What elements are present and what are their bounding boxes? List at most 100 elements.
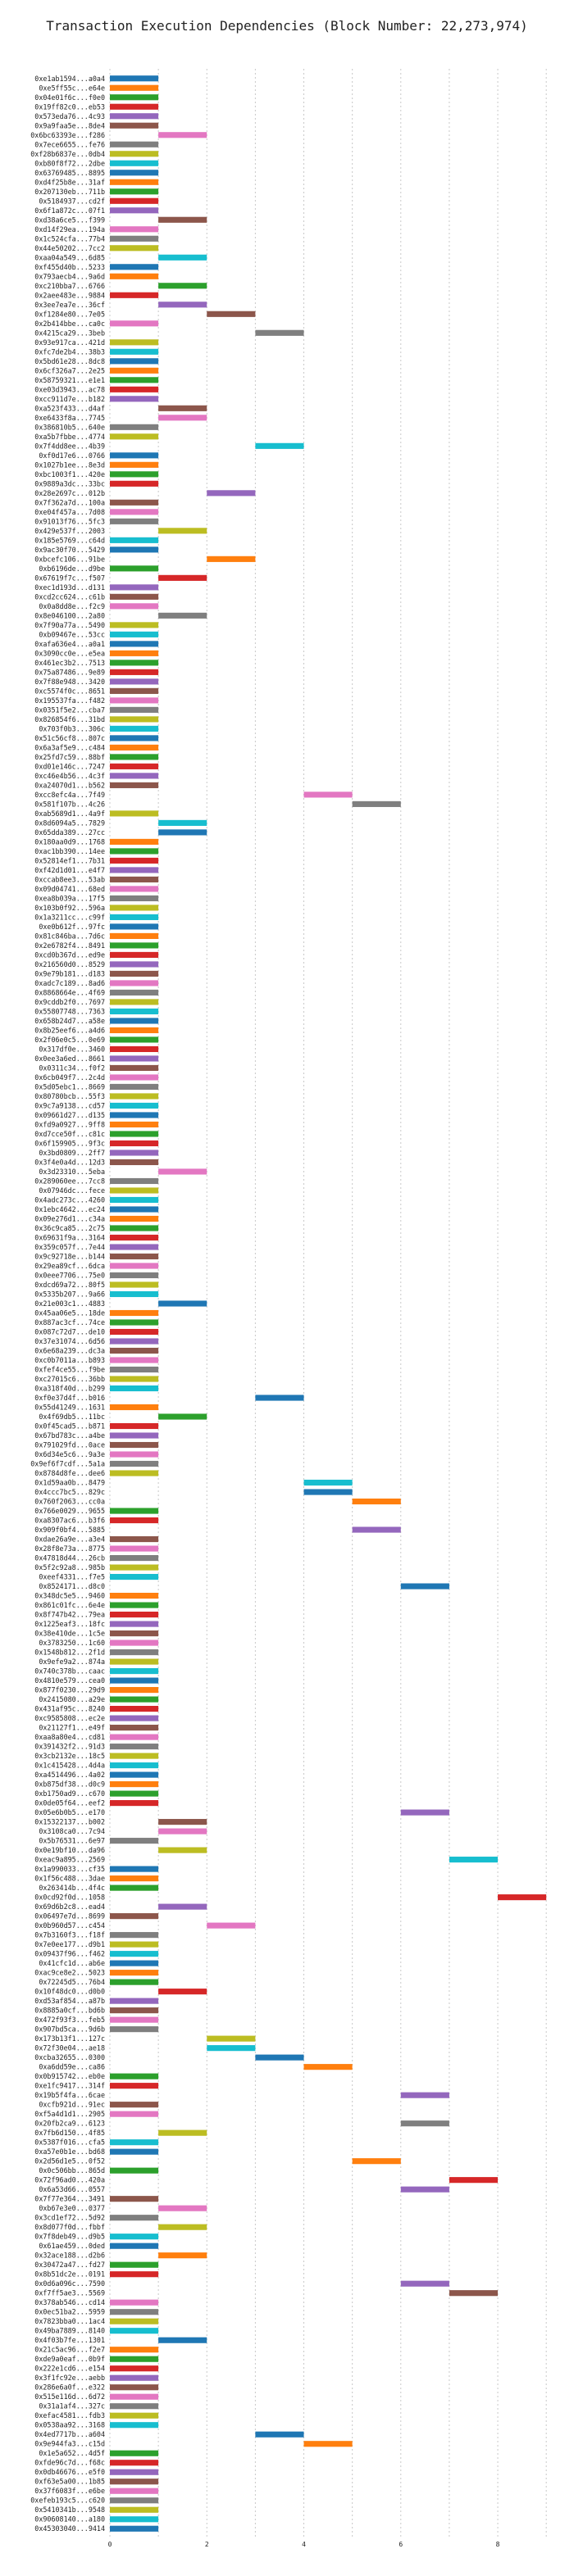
category-label: 0x1c524cfa...77b4 xyxy=(34,234,105,243)
category-label: 0x1f56c488...3dae xyxy=(34,1875,105,1883)
category-label: 0x0cd92f0d...1058 xyxy=(34,1893,105,1902)
dependency-bar xyxy=(110,1545,159,1552)
dependency-bar xyxy=(110,1649,159,1656)
dependency-bar xyxy=(110,2016,159,2023)
category-label: 0xa5b7fbbe...4774 xyxy=(34,433,105,441)
dependency-bar xyxy=(110,1687,159,1694)
dependency-bar xyxy=(110,1611,159,1618)
dependency-bar xyxy=(110,433,159,440)
dependency-bar xyxy=(110,1677,159,1684)
category-label: 0x216560d0...8529 xyxy=(34,960,105,968)
dependency-bar xyxy=(110,1376,159,1382)
category-label: 0xb80f8f72...2dbe xyxy=(34,159,105,167)
dependency-bar xyxy=(400,2120,449,2127)
dependency-bar xyxy=(207,1922,256,1929)
dependency-bar xyxy=(110,2469,159,2475)
category-label: 0x658b24d7...a58e xyxy=(34,1017,105,1025)
category-label: 0xcba32655...0300 xyxy=(34,2053,105,2061)
dependency-bar xyxy=(110,1668,159,1675)
category-label: 0x8b25eef6...a4d6 xyxy=(34,1026,105,1034)
dependency-bar xyxy=(158,829,207,836)
category-label: 0x0351f5e2...cba7 xyxy=(34,705,105,714)
category-label: 0x286e6a0f...e322 xyxy=(34,2383,105,2392)
dependency-bar xyxy=(110,1517,159,1524)
dependency-bar xyxy=(110,989,159,996)
category-label: 0xde9a0eaf...0b9f xyxy=(34,2355,105,2363)
category-label: 0x63769485...8895 xyxy=(34,169,105,177)
category-label: 0xeac9a895...2569 xyxy=(34,1856,105,1864)
category-label: 0xb1750ad9...c670 xyxy=(34,1789,105,1798)
dependency-bar xyxy=(158,2224,207,2230)
category-label: 0x348dc5e5...9460 xyxy=(34,1592,105,1600)
dependency-bar xyxy=(110,565,159,572)
category-label: 0x573eda76...4c93 xyxy=(34,112,105,120)
category-label: 0x909f0bf4...5885 xyxy=(34,1526,105,1534)
x-tick-label: 2 xyxy=(205,2541,209,2548)
dependency-bar xyxy=(158,1847,207,1853)
dependency-bar xyxy=(110,1744,159,1750)
category-label: 0x7823bba0...1ac4 xyxy=(34,2317,105,2325)
dependency-bar xyxy=(110,2356,159,2362)
dependency-bar xyxy=(400,1583,449,1590)
dependency-bar xyxy=(110,810,159,817)
category-label: 0xfc7de2b4...38b3 xyxy=(34,347,105,356)
category-label: 0x9e79b181...d183 xyxy=(34,969,105,977)
category-label: 0x7f362a7d...100a xyxy=(34,498,105,506)
dependency-bar xyxy=(110,151,159,157)
dependency-bar xyxy=(303,791,353,798)
category-label: 0x4810e579...cea0 xyxy=(34,1676,105,1685)
category-label: 0x19ff82c0...eb53 xyxy=(34,102,105,111)
category-label: 0x38e410de...1c5e xyxy=(34,1630,105,1638)
dependency-bar xyxy=(110,1150,159,1156)
dependency-bar xyxy=(110,386,159,392)
dependency-bar xyxy=(110,1347,159,1354)
category-label: 0xf7ff5ae3...5569 xyxy=(34,2289,105,2297)
category-label: 0x1e5a652...4d5f xyxy=(39,2449,105,2457)
dependency-bar xyxy=(158,1819,207,1825)
category-label: 0x2aee483e...9884 xyxy=(34,291,105,299)
category-label: 0x06497e7d...8699 xyxy=(34,1912,105,1921)
category-label: 0x0538aa92...3168 xyxy=(34,2421,105,2429)
category-label: 0x3108ca0...7c94 xyxy=(39,1827,105,1835)
dependency-bar xyxy=(110,923,159,930)
category-label: 0xe1ab1594...a0a4 xyxy=(34,75,105,83)
dependency-bar xyxy=(110,1404,159,1411)
category-label: 0x461ec3b2...7513 xyxy=(34,659,105,667)
category-label: 0x67bd783c...a4be xyxy=(34,1431,105,1440)
dependency-bar xyxy=(110,2525,159,2532)
category-label: 0xafa636e4...a0a1 xyxy=(34,640,105,648)
category-label: 0xcd2cc624...c61b xyxy=(34,592,105,601)
dependency-bar xyxy=(158,1828,207,1834)
dependency-bar xyxy=(110,980,159,986)
dependency-bar xyxy=(498,1894,547,1901)
dependency-bar xyxy=(110,622,159,628)
dependency-bar xyxy=(352,800,401,807)
dependency-bar xyxy=(110,1979,159,1985)
dependency-bar xyxy=(110,1781,159,1788)
category-label: 0x61ae459...0ded xyxy=(39,2242,105,2250)
category-label: 0xc46e4b56...4c3f xyxy=(34,772,105,780)
category-label: 0x09437f96...f462 xyxy=(34,1950,105,1958)
category-label: 0x52814ef1...7b31 xyxy=(34,856,105,864)
dependency-bar xyxy=(110,160,159,166)
dependency-bar xyxy=(110,179,159,185)
category-label: 0xb875df38...d0c9 xyxy=(34,1780,105,1789)
category-label: 0x7e0ee177...d9b1 xyxy=(34,1940,105,1948)
category-label: 0x19b5f4fa...6cae xyxy=(34,2091,105,2099)
category-label: 0xfef4ce55...f9be xyxy=(34,1366,105,1374)
category-label: 0x4ed7717b...a604 xyxy=(34,2430,105,2438)
category-label: 0x0b915742...eb0e xyxy=(34,2072,105,2080)
dependency-bar xyxy=(110,2374,159,2381)
dependency-bar xyxy=(110,452,159,459)
category-label: 0x65dda389...27cc xyxy=(34,828,105,837)
category-label: 0xd14f29ea...194a xyxy=(34,225,105,234)
category-label: 0x9e944fa3...c15d xyxy=(34,2440,105,2448)
category-label: 0xa57e0b1e...bd68 xyxy=(34,2147,105,2156)
category-label: 0x6d34e5c6...9a3e xyxy=(34,1450,105,1458)
category-label: 0x09d04741...68ed xyxy=(34,885,105,893)
dependency-bar xyxy=(110,367,159,374)
category-label: 0x58759321...e1e1 xyxy=(34,376,105,384)
category-label: 0xe5ff55c...e64e xyxy=(39,84,105,92)
category-label: 0x44e50202...7cc2 xyxy=(34,244,105,252)
dependency-bar xyxy=(110,961,159,968)
